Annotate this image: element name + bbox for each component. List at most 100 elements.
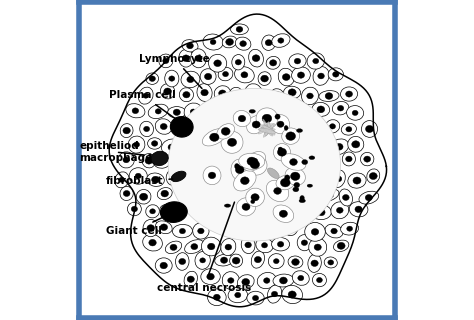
Ellipse shape (165, 241, 182, 253)
Ellipse shape (204, 73, 212, 80)
Ellipse shape (228, 287, 247, 303)
Ellipse shape (242, 203, 250, 210)
Ellipse shape (330, 139, 349, 155)
Ellipse shape (302, 160, 308, 164)
Ellipse shape (152, 141, 158, 146)
Ellipse shape (288, 291, 296, 298)
Ellipse shape (266, 56, 280, 69)
Ellipse shape (201, 89, 208, 96)
Ellipse shape (297, 235, 311, 251)
Ellipse shape (284, 175, 290, 180)
Ellipse shape (237, 164, 240, 169)
Ellipse shape (273, 205, 294, 222)
Ellipse shape (301, 87, 319, 105)
Ellipse shape (179, 228, 185, 234)
Ellipse shape (235, 37, 251, 50)
Ellipse shape (313, 67, 329, 85)
Ellipse shape (272, 34, 290, 47)
Ellipse shape (364, 156, 371, 162)
Ellipse shape (278, 68, 294, 86)
Ellipse shape (264, 122, 270, 136)
Ellipse shape (310, 126, 319, 133)
Ellipse shape (294, 182, 300, 188)
Ellipse shape (292, 107, 305, 121)
Ellipse shape (309, 156, 315, 160)
Ellipse shape (369, 172, 377, 180)
Ellipse shape (317, 277, 322, 283)
Ellipse shape (250, 160, 260, 169)
Ellipse shape (311, 228, 319, 235)
Ellipse shape (138, 87, 153, 104)
Ellipse shape (164, 88, 172, 95)
Ellipse shape (230, 24, 248, 35)
Ellipse shape (179, 259, 186, 265)
Ellipse shape (175, 253, 189, 270)
Ellipse shape (202, 129, 227, 146)
Ellipse shape (182, 40, 198, 52)
Ellipse shape (287, 225, 294, 231)
Ellipse shape (180, 126, 186, 131)
Ellipse shape (208, 243, 215, 250)
Ellipse shape (207, 273, 214, 280)
Ellipse shape (241, 236, 255, 254)
Ellipse shape (283, 86, 301, 99)
Ellipse shape (155, 221, 172, 234)
Ellipse shape (275, 114, 280, 119)
Ellipse shape (208, 172, 216, 179)
Ellipse shape (320, 189, 339, 201)
Ellipse shape (353, 177, 361, 184)
Ellipse shape (249, 49, 264, 67)
Ellipse shape (160, 202, 187, 222)
Ellipse shape (281, 154, 306, 170)
Ellipse shape (222, 272, 239, 289)
Ellipse shape (253, 295, 259, 301)
Ellipse shape (234, 171, 256, 191)
Ellipse shape (325, 93, 333, 99)
Ellipse shape (163, 58, 169, 64)
Ellipse shape (140, 121, 154, 137)
Ellipse shape (252, 121, 260, 128)
Ellipse shape (262, 35, 275, 50)
Ellipse shape (258, 72, 271, 85)
Ellipse shape (267, 285, 282, 303)
Ellipse shape (187, 276, 194, 283)
Ellipse shape (241, 72, 248, 78)
Ellipse shape (258, 128, 275, 131)
Ellipse shape (340, 87, 357, 101)
Ellipse shape (341, 222, 359, 235)
Ellipse shape (278, 147, 283, 151)
Ellipse shape (237, 198, 256, 216)
Ellipse shape (144, 126, 150, 132)
Ellipse shape (296, 204, 312, 217)
Ellipse shape (184, 103, 202, 120)
Ellipse shape (337, 105, 344, 111)
Ellipse shape (314, 244, 321, 250)
Ellipse shape (346, 127, 352, 132)
Ellipse shape (120, 187, 133, 201)
Ellipse shape (273, 144, 291, 161)
Ellipse shape (197, 84, 212, 101)
Ellipse shape (225, 244, 232, 250)
Ellipse shape (276, 175, 295, 190)
Ellipse shape (240, 41, 246, 47)
Ellipse shape (203, 34, 223, 50)
Ellipse shape (289, 54, 306, 68)
Ellipse shape (337, 207, 343, 213)
Ellipse shape (170, 116, 193, 137)
Ellipse shape (146, 73, 159, 84)
Ellipse shape (265, 40, 272, 46)
Ellipse shape (213, 294, 220, 300)
Ellipse shape (270, 60, 277, 66)
Ellipse shape (334, 240, 349, 252)
Ellipse shape (155, 258, 172, 273)
Ellipse shape (317, 106, 325, 113)
Ellipse shape (235, 67, 254, 83)
Ellipse shape (179, 88, 193, 102)
Ellipse shape (239, 153, 265, 169)
Ellipse shape (251, 194, 259, 201)
Ellipse shape (228, 278, 234, 283)
Ellipse shape (149, 76, 155, 82)
Ellipse shape (148, 104, 168, 119)
Ellipse shape (362, 121, 378, 137)
Ellipse shape (182, 55, 190, 61)
